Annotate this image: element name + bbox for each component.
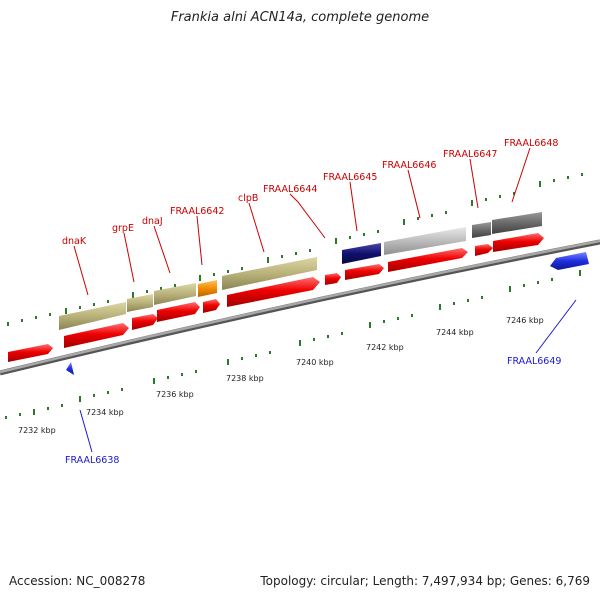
cds-arrow-grpE[interactable] — [132, 314, 158, 330]
cds-arrow-clpB[interactable] — [227, 277, 320, 307]
axis-tick-label: 7244 kbp — [436, 328, 474, 337]
cds-arrow-FRAAL6648[interactable] — [493, 233, 544, 252]
gene-block-dnaJ[interactable] — [154, 283, 196, 305]
gene-block-FRAAL6648[interactable] — [492, 212, 542, 234]
axis-tick-label: 7240 kbp — [296, 358, 334, 367]
axis-tick-label: 7234 kbp — [86, 408, 124, 417]
cds-arrow-FRAAL6649[interactable] — [550, 252, 589, 270]
gene-label-FRAAL6649[interactable]: FRAAL6649 — [507, 356, 561, 367]
gene-block-FRAAL6642[interactable] — [198, 280, 217, 297]
axis-tick-label: 7238 kbp — [226, 374, 264, 383]
cds-arrow-FRAAL6647[interactable] — [475, 244, 493, 256]
gene-label-dnaJ[interactable]: dnaJ — [142, 216, 163, 227]
gene-label-FRAAL6642[interactable]: FRAAL6642 — [170, 206, 224, 217]
genome-title: Frankia alni ACN14a, complete genome — [170, 10, 430, 25]
gene-label-FRAAL6646[interactable]: FRAAL6646 — [382, 160, 436, 171]
gene-block-FRAAL6645[interactable] — [342, 243, 381, 264]
label-leaders-bottom — [79, 299, 577, 453]
cds-arrow-FRAAL6644[interactable] — [325, 273, 341, 285]
genome-summary-text: Topology: circular; Length: 7,497,934 bp… — [260, 574, 590, 588]
gene-block-clpB[interactable] — [222, 257, 317, 290]
gene-label-grpE[interactable]: grpE — [112, 223, 134, 234]
gene-label-dnaK[interactable]: dnaK — [62, 236, 87, 247]
cds-arrow-1[interactable] — [8, 344, 53, 362]
gene-label-FRAAL6638[interactable]: FRAAL6638 — [65, 455, 119, 466]
cds-arrow-FRAAL6642[interactable] — [203, 299, 220, 313]
gene-labels-bottom: FRAAL6638 FRAAL6649 — [65, 356, 561, 466]
genome-backbone — [0, 239, 600, 376]
axis-tick-label: 7236 kbp — [156, 390, 194, 399]
cds-arrow-FRAAL6638[interactable] — [66, 362, 74, 375]
gene-label-FRAAL6645[interactable]: FRAAL6645 — [323, 172, 377, 183]
cds-arrow-dnaK[interactable] — [64, 323, 129, 348]
gene-block-FRAAL6646[interactable] — [384, 227, 466, 255]
axis-tick-label: 7242 kbp — [366, 343, 404, 352]
accession-text: Accession: NC_008278 — [9, 574, 146, 588]
cds-arrows — [8, 233, 544, 362]
axis-tick-label: 7232 kbp — [18, 426, 56, 435]
reverse-features — [66, 252, 589, 375]
lower-ruler — [5, 270, 581, 419]
gene-label-FRAAL6644[interactable]: FRAAL6644 — [263, 184, 317, 195]
gene-label-FRAAL6648[interactable]: FRAAL6648 — [504, 138, 558, 149]
gene-block-dnaK[interactable] — [59, 302, 126, 330]
gene-label-FRAAL6647[interactable]: FRAAL6647 — [443, 149, 497, 160]
gene-label-clpB[interactable]: clpB — [238, 193, 258, 204]
cds-arrow-dnaJ[interactable] — [157, 302, 200, 322]
cds-arrow-FRAAL6645[interactable] — [345, 264, 384, 280]
axis-labels: 7232 kbp 7234 kbp 7236 kbp 7238 kbp 7240… — [18, 316, 544, 435]
cds-arrow-FRAAL6646[interactable] — [388, 248, 468, 272]
gene-block-FRAAL6647[interactable] — [472, 222, 491, 238]
upper-ruler — [7, 173, 583, 326]
gene-labels-top: dnaK grpE dnaJ FRAAL6642 clpB FRAAL6644 … — [62, 138, 558, 247]
gene-block-grpE[interactable] — [127, 294, 153, 312]
axis-tick-label: 7246 kbp — [506, 316, 544, 325]
forward-features — [59, 212, 542, 330]
label-leaders-top — [73, 147, 531, 296]
